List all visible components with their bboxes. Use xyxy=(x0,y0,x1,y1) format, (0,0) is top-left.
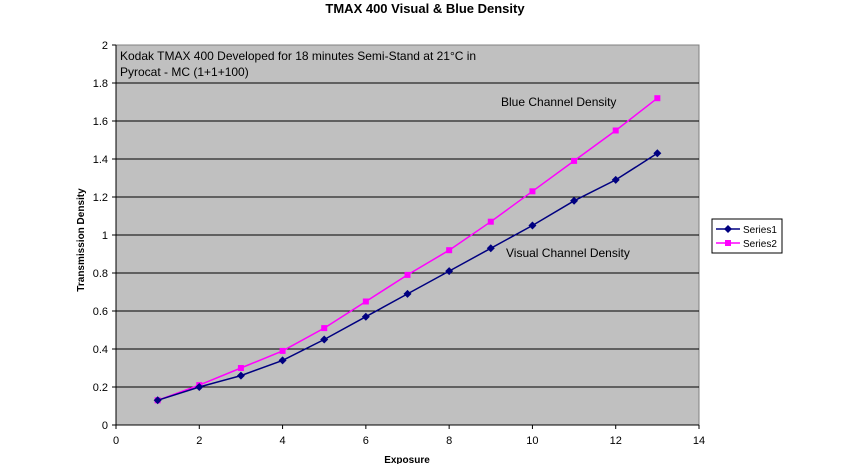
chart-title: TMAX 400 Visual & Blue Density xyxy=(325,1,525,16)
legend: Series1 Series2 xyxy=(711,218,783,254)
series-2-point xyxy=(404,271,411,278)
series-1-point xyxy=(236,371,245,380)
y-tick-label: 0 xyxy=(102,420,108,432)
legend-label-2: Series2 xyxy=(743,239,777,250)
x-tick-label: 2 xyxy=(196,435,202,447)
series-1-point xyxy=(403,289,412,298)
annotation-blue-channel: Blue Channel Density xyxy=(501,95,616,109)
y-tick-label: 0.2 xyxy=(93,382,108,394)
series-1-point xyxy=(445,267,454,276)
series-2-point xyxy=(612,127,619,134)
series-layer xyxy=(153,95,662,405)
x-axis-label: Exposure xyxy=(384,455,430,464)
series-1-point xyxy=(570,196,579,205)
y-tick-label: 1.6 xyxy=(93,116,108,128)
series-1-point xyxy=(611,175,620,184)
series-1 xyxy=(153,149,662,405)
series-1-point xyxy=(195,383,204,391)
series-2-point xyxy=(237,365,244,371)
series-2-point xyxy=(487,218,494,225)
series-2-point xyxy=(279,347,286,354)
series-1-point xyxy=(361,312,370,321)
series-2-point xyxy=(571,157,578,164)
axis-ticks: 0 0.2 0.4 0.6 0.8 1 1.2 1.4 1.6 1.8 2 0 2 4 6 8 10 12 14 xyxy=(93,40,705,447)
legend-box xyxy=(711,218,783,254)
x-tick-label: 0 xyxy=(113,435,119,447)
x-tick-label: 14 xyxy=(693,435,705,447)
y-tick-label: 1 xyxy=(102,230,108,242)
y-tick-label: 0.4 xyxy=(93,344,108,356)
series-1-point xyxy=(278,356,287,365)
legend-marker-1 xyxy=(724,225,732,233)
y-tick-label: 2 xyxy=(102,40,108,52)
annotation-note-line1: Kodak TMAX 400 Developed for 18 minutes … xyxy=(120,49,476,63)
y-tick-label: 1.4 xyxy=(93,154,108,166)
y-axis-label: Transmission Density xyxy=(76,188,87,292)
series-2-point xyxy=(529,188,536,195)
y-tick-label: 1.2 xyxy=(93,192,108,204)
series-2-point xyxy=(321,325,328,332)
series-2 xyxy=(154,95,661,404)
series-1-point xyxy=(320,335,329,344)
y-tick-label: 0.6 xyxy=(93,306,108,318)
annotation-visual-channel: Visual Channel Density xyxy=(506,246,630,260)
legend-marker-2 xyxy=(725,240,731,246)
grid-lines xyxy=(116,82,699,388)
series-1-point xyxy=(528,221,537,230)
y-tick-label: 1.8 xyxy=(93,78,108,90)
legend-label-1: Series1 xyxy=(743,225,777,236)
series-2-point xyxy=(446,247,453,254)
x-tick-label: 12 xyxy=(610,435,622,447)
annotation-note-line2: Pyrocat - MC (1+1+100) xyxy=(120,65,249,79)
x-tick-label: 6 xyxy=(363,435,369,447)
series-2-point xyxy=(362,298,369,305)
series-1-point xyxy=(153,396,162,405)
x-tick-label: 10 xyxy=(526,435,538,447)
y-tick-label: 0.8 xyxy=(93,268,108,280)
series-2-point xyxy=(654,95,661,102)
x-tick-label: 8 xyxy=(446,435,452,447)
x-tick-label: 4 xyxy=(280,435,286,447)
series-1-point xyxy=(653,149,662,158)
series-1-point xyxy=(486,244,495,253)
